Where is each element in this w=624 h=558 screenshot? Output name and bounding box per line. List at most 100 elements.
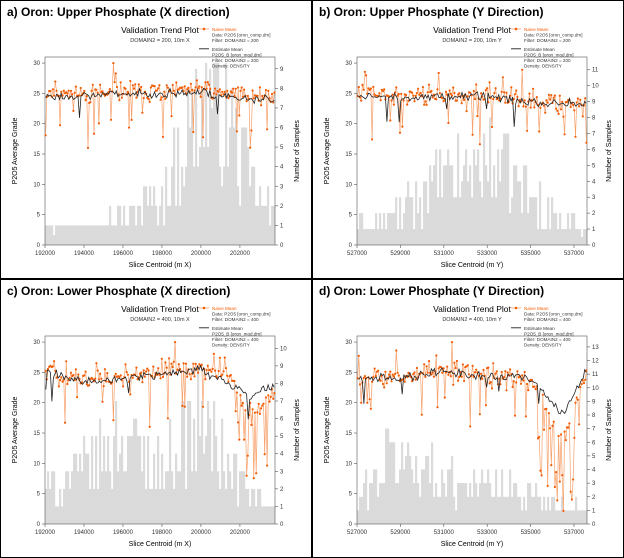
sample-bar: [581, 237, 584, 245]
sample-bar: [167, 205, 170, 245]
y2-tick-label: 5: [280, 434, 284, 440]
naive-mean-point: [561, 474, 564, 477]
naive-mean-point: [435, 98, 438, 101]
naive-mean-point: [211, 367, 214, 370]
sample-bar: [79, 225, 82, 245]
naive-mean-point: [363, 375, 366, 378]
naive-mean-point: [440, 366, 443, 369]
sample-bar: [215, 436, 218, 524]
sample-bar: [487, 469, 490, 524]
naive-mean-point: [427, 360, 431, 363]
y2-tick-label: 10: [592, 386, 599, 392]
naive-mean-point: [458, 92, 461, 95]
sample-bar: [213, 62, 216, 246]
naive-mean-point: [60, 376, 63, 379]
sample-bar: [227, 166, 230, 245]
naive-mean-point: [564, 439, 567, 442]
naive-mean-point: [188, 373, 191, 376]
naive-mean-point: [581, 379, 584, 382]
y2-tick-label: 3: [592, 195, 596, 201]
sample-bar: [375, 469, 378, 524]
sample-bar: [235, 107, 238, 246]
naive-mean-point: [584, 378, 587, 381]
y-tick-label: 30: [33, 340, 40, 346]
naive-mean-point: [572, 478, 575, 481]
naive-mean-point: [575, 396, 578, 399]
sample-bar: [251, 166, 254, 245]
sample-bar: [453, 496, 456, 524]
sample-bar: [117, 471, 120, 524]
y2-tick-label: 9: [592, 100, 596, 106]
naive-mean-point: [381, 382, 385, 386]
y2-tick-label: 12: [592, 359, 599, 365]
y-tick-label: 15: [345, 431, 352, 437]
naive-mean-point: [96, 91, 99, 94]
sample-bar: [493, 165, 496, 245]
naive-mean-point: [404, 93, 408, 97]
sample-bar: [77, 471, 80, 524]
naive-mean-point: [246, 454, 249, 457]
naive-mean-point: [553, 485, 556, 489]
naive-mean-point: [197, 87, 200, 90]
sample-bar: [169, 205, 172, 245]
naive-mean-point: [195, 79, 198, 82]
y2-tick-label: 13: [592, 345, 599, 351]
sample-bar: [151, 488, 154, 524]
sample-bar: [527, 483, 530, 524]
naive-mean-point: [273, 392, 276, 395]
sample-bar: [75, 225, 78, 245]
naive-mean-point: [501, 76, 504, 79]
sample-bar: [93, 488, 96, 524]
naive-mean-point: [447, 121, 450, 124]
sample-bar: [85, 453, 88, 524]
naive-mean-point: [424, 375, 427, 378]
naive-mean-point: [102, 385, 105, 388]
y2-axis-label: Number of Samples: [294, 399, 301, 461]
y-tick-label: 5: [37, 213, 41, 219]
y-tick-label: 15: [345, 152, 352, 158]
naive-mean-point: [469, 91, 472, 94]
y-axis-label: P2O5 Average Grade: [324, 396, 331, 463]
legend-estimate-text: Density: DENSITY: [524, 64, 562, 69]
naive-mean-point: [74, 85, 77, 88]
chart-subtitle: DOMAIN2 = 200, 10m Y: [442, 38, 502, 44]
naive-mean-point: [161, 375, 165, 379]
legend-naive-text: Naive Mean: [524, 306, 549, 311]
sample-bar: [175, 205, 178, 245]
y2-tick-label: 1: [280, 223, 284, 229]
naive-mean-point: [128, 126, 131, 129]
naive-mean-point: [449, 92, 452, 95]
naive-mean-point: [214, 369, 217, 372]
naive-mean-point: [157, 87, 160, 90]
sample-bar: [423, 469, 426, 524]
sample-bar: [575, 496, 578, 524]
y2-tick-label: 3: [592, 481, 596, 487]
sample-bar: [413, 483, 416, 524]
sample-bar: [371, 229, 374, 245]
naive-mean-point: [540, 474, 543, 477]
sample-bar: [549, 510, 552, 524]
sample-bar: [571, 213, 574, 245]
sample-bar: [437, 197, 440, 245]
sample-bar: [419, 496, 422, 524]
sample-bar: [253, 166, 256, 245]
sample-bar: [443, 165, 446, 245]
sample-bar: [473, 149, 476, 245]
naive-mean-point: [557, 112, 560, 116]
naive-mean-point: [579, 98, 582, 101]
naive-mean-point: [437, 71, 440, 75]
sample-bar: [369, 229, 372, 245]
naive-mean-point: [252, 97, 255, 100]
sample-bar: [175, 453, 178, 524]
sample-bar: [179, 471, 182, 524]
naive-mean-point: [235, 130, 238, 133]
sample-bar: [263, 205, 266, 245]
sample-bar: [533, 496, 536, 524]
sample-bar: [173, 127, 176, 245]
naive-mean-point: [403, 380, 406, 383]
naive-mean-point: [108, 88, 111, 91]
legend-naive-text: Filter: DOMAIN2 = 400: [524, 317, 571, 322]
naive-mean-point: [463, 379, 466, 382]
sample-bar: [137, 205, 140, 245]
sample-bar: [519, 181, 522, 245]
